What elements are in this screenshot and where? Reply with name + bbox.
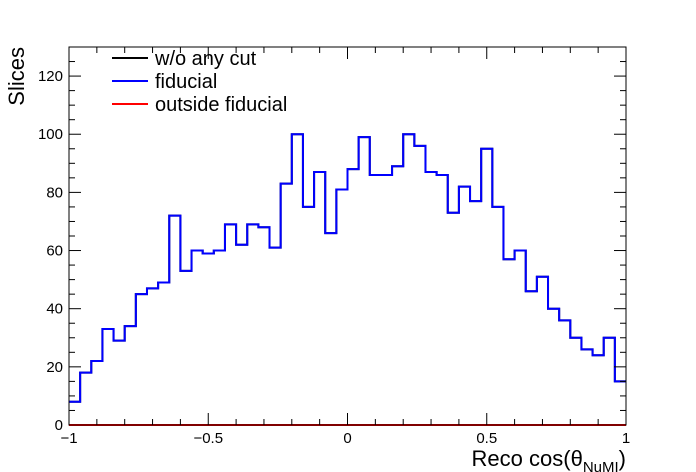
y-tick-label: 120 — [38, 68, 63, 85]
x-tick-labels: −1 −0.5 0 0.5 1 — [60, 430, 630, 447]
y-tick-label: 60 — [46, 243, 63, 260]
legend-label: outside fiducial — [155, 94, 287, 116]
x-tick-label: 0 — [343, 430, 351, 447]
x-tick-label: 1 — [622, 430, 630, 447]
y-tick-label: 40 — [46, 301, 63, 318]
x-tick-label: 0.5 — [476, 430, 497, 447]
y-tick-labels: 0 20 40 60 80 100 120 — [38, 68, 63, 434]
y-tick-label: 80 — [46, 184, 63, 201]
y-tick-label: 0 — [55, 417, 63, 434]
x-axis-title-main: Reco cos(θ — [472, 446, 583, 471]
x-tick-label: −0.5 — [193, 430, 223, 447]
legend-label: w/o any cut — [154, 48, 257, 70]
axis-ticks — [68, 46, 627, 426]
legend-label: fiducial — [155, 71, 217, 93]
y-axis-title: Slices — [4, 47, 29, 106]
y-tick-label: 100 — [38, 126, 63, 143]
y-tick-label: 20 — [46, 359, 63, 376]
x-tick-label: −1 — [60, 430, 77, 447]
x-axis-title: Reco cos(θNuMI) — [472, 446, 626, 472]
plot-frame — [68, 46, 627, 426]
x-axis-title-close: ) — [619, 446, 626, 471]
x-axis-title-subscript: NuMI — [583, 459, 619, 472]
histogram-series-group — [69, 133, 626, 426]
series-line-fiducial — [69, 133, 626, 403]
